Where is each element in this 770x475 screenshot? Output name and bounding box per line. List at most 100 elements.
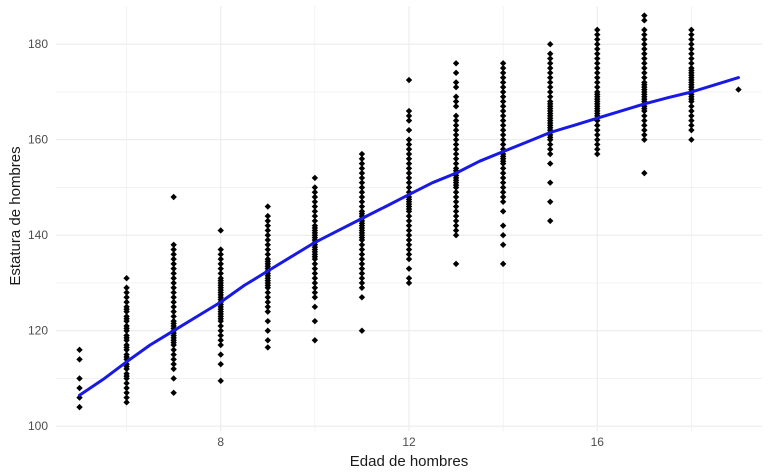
data-point [499,93,507,100]
data-point [123,344,130,351]
data-point [264,282,271,289]
data-point [358,294,366,301]
data-point [452,136,460,143]
data-point [594,100,601,108]
data-point [452,141,460,148]
data-point [311,174,319,182]
data-point [594,79,601,86]
data-point [688,76,695,84]
data-point [170,298,177,306]
data-point [170,360,177,368]
data-point [217,310,224,318]
data-point [264,232,271,239]
data-point [264,246,271,253]
data-point [217,277,224,284]
data-point [264,289,271,296]
data-point [735,86,742,93]
data-point [405,236,413,244]
data-point [594,31,601,38]
data-point [547,217,554,225]
y-axis-title: Estatura de hombres [7,146,24,285]
data-point [499,112,507,120]
data-point [452,208,460,215]
data-point [264,227,271,234]
data-point [499,107,507,115]
data-point [641,105,648,112]
data-point [452,177,460,184]
data-point [452,103,460,110]
data-point [358,179,366,186]
data-point [641,26,648,34]
data-point [452,69,460,77]
data-point [547,119,554,127]
data-point [311,337,319,344]
data-point [641,91,648,98]
y-tick-label: 180 [28,37,48,51]
x-tick-label: 12 [402,435,416,449]
data-point [311,279,319,287]
data-point [217,315,224,322]
data-point [358,327,366,334]
trend-line-group [78,76,740,397]
data-point [264,327,271,334]
data-point [123,284,130,291]
data-point [547,55,554,62]
data-point [170,389,177,396]
data-point [170,339,177,346]
data-point [547,64,554,72]
data-point [688,45,695,53]
data-point [499,131,507,139]
data-point [594,45,601,53]
data-point [123,389,130,396]
data-point [594,105,601,112]
data-point [123,334,130,342]
data-point [594,64,601,72]
data-point [405,141,413,148]
data-point [405,107,413,115]
data-point [641,41,648,48]
data-point [594,36,601,43]
data-point [358,284,366,291]
data-point [405,136,413,143]
data-point [452,217,460,225]
data-point [547,105,554,112]
data-point [499,60,507,67]
data-point [358,155,366,163]
data-point [641,64,648,72]
data-point [217,246,224,253]
data-point [311,260,319,268]
data-point [499,169,507,177]
data-point [641,74,648,81]
data-point [452,112,460,120]
data-point [641,69,648,77]
data-point [499,117,507,124]
data-point [123,325,130,332]
data-point [452,193,460,201]
data-point [641,17,648,24]
data-point [499,184,507,191]
data-point [358,279,366,287]
data-point [405,265,413,272]
data-point [311,317,319,325]
data-point [594,150,601,158]
data-point [358,246,366,253]
data-point [688,26,695,34]
data-point [688,67,695,74]
data-point [641,122,648,129]
data-point [311,208,319,215]
data-point [405,196,413,203]
data-point [594,69,601,77]
data-points [76,12,742,411]
data-point [499,165,507,172]
data-point [264,263,271,270]
data-point [264,222,271,229]
data-point [76,394,83,401]
data-point [264,251,271,258]
data-point [217,337,224,344]
data-point [264,217,271,225]
data-point [264,308,271,315]
data-point [311,224,319,232]
data-point [123,298,130,306]
data-point [641,117,648,124]
data-point [358,220,366,227]
